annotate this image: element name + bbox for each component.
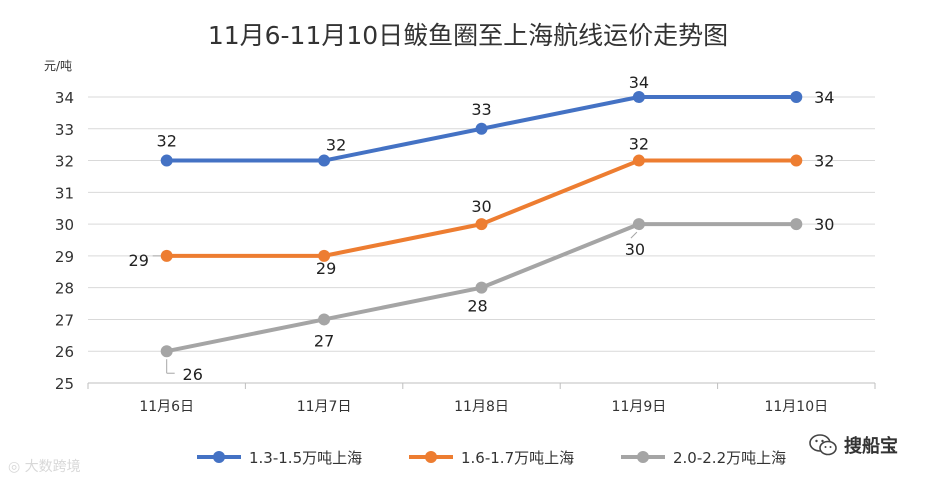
data-label: 26 xyxy=(183,365,203,384)
y-tick-label: 28 xyxy=(55,280,74,298)
data-label: 32 xyxy=(326,136,346,155)
legend-marker xyxy=(637,451,649,463)
legend-label: 2.0-2.2万吨上海 xyxy=(673,449,786,467)
data-label: 32 xyxy=(157,132,177,151)
y-tick-label: 34 xyxy=(55,89,74,107)
data-point xyxy=(160,345,173,358)
axes: 25 26 27 28 29 30 31 32 33 34 11月6日 11月7日 11月8日 11月9日… xyxy=(55,89,876,415)
data-point xyxy=(318,313,331,326)
wechat-icon xyxy=(809,434,837,456)
data-label: 30 xyxy=(471,197,491,216)
x-tick-label: 11月6日 xyxy=(139,399,194,415)
legend: 1.3-1.5万吨上海 1.6-1.7万吨上海 2.0-2.2万吨上海 xyxy=(197,449,786,467)
data-point xyxy=(790,91,803,103)
y-tick-label: 33 xyxy=(55,121,74,139)
legend-label: 1.6-1.7万吨上海 xyxy=(461,449,574,467)
data-point xyxy=(632,91,645,103)
data-label: 34 xyxy=(814,88,834,107)
watermark-text: 大数跨境 xyxy=(24,459,81,475)
legend-label: 1.3-1.5万吨上海 xyxy=(249,449,362,467)
data-point xyxy=(160,249,173,262)
data-label: 29 xyxy=(316,259,336,278)
brand-name: 搜船宝 xyxy=(844,436,898,457)
data-point xyxy=(475,218,488,231)
data-label: 28 xyxy=(467,297,487,316)
watermark: ◎ 大数跨境 xyxy=(8,456,81,476)
y-tick-label: 29 xyxy=(55,248,74,266)
data-label: 30 xyxy=(625,240,645,259)
data-label: 29 xyxy=(129,251,149,270)
y-tick-label: 32 xyxy=(55,153,74,171)
data-label: 27 xyxy=(314,331,334,350)
data-point xyxy=(160,154,173,167)
chart-title: 11月6-11月10日鲅鱼圈至上海航线运价走势图 xyxy=(208,21,728,50)
data-label: 33 xyxy=(471,100,491,119)
data-point xyxy=(318,154,331,167)
data-point xyxy=(318,249,331,262)
series-layer xyxy=(160,91,803,358)
data-point xyxy=(790,154,803,167)
y-tick-label: 26 xyxy=(55,343,74,361)
y-tick-label: 31 xyxy=(55,184,74,202)
data-point xyxy=(632,218,645,231)
data-point xyxy=(790,218,803,231)
data-labels: 32 32 33 34 34 29 29 30 32 32 26 27 28 30 30 xyxy=(129,73,835,384)
y-tick-label: 27 xyxy=(55,311,74,329)
x-tick-label: 11月10日 xyxy=(764,399,828,415)
data-label: 34 xyxy=(629,73,649,92)
x-tick-label: 11月7日 xyxy=(297,399,352,415)
legend-marker xyxy=(425,451,437,463)
brand-logo: 搜船宝 xyxy=(808,432,898,458)
watermark-icon: ◎ xyxy=(8,459,25,475)
y-axis-label: 元/吨 xyxy=(44,59,72,73)
y-tick-label: 25 xyxy=(55,375,74,393)
data-point xyxy=(475,122,488,135)
x-tick-label: 11月9日 xyxy=(612,399,667,415)
legend-marker xyxy=(213,451,225,463)
data-label: 32 xyxy=(814,152,834,171)
leader-line xyxy=(630,231,638,239)
y-tick-label: 30 xyxy=(55,216,74,234)
data-point xyxy=(475,281,488,294)
x-tick-label: 11月8日 xyxy=(454,399,509,415)
data-label: 30 xyxy=(814,215,834,234)
data-point xyxy=(632,154,645,167)
data-label: 32 xyxy=(629,135,649,154)
